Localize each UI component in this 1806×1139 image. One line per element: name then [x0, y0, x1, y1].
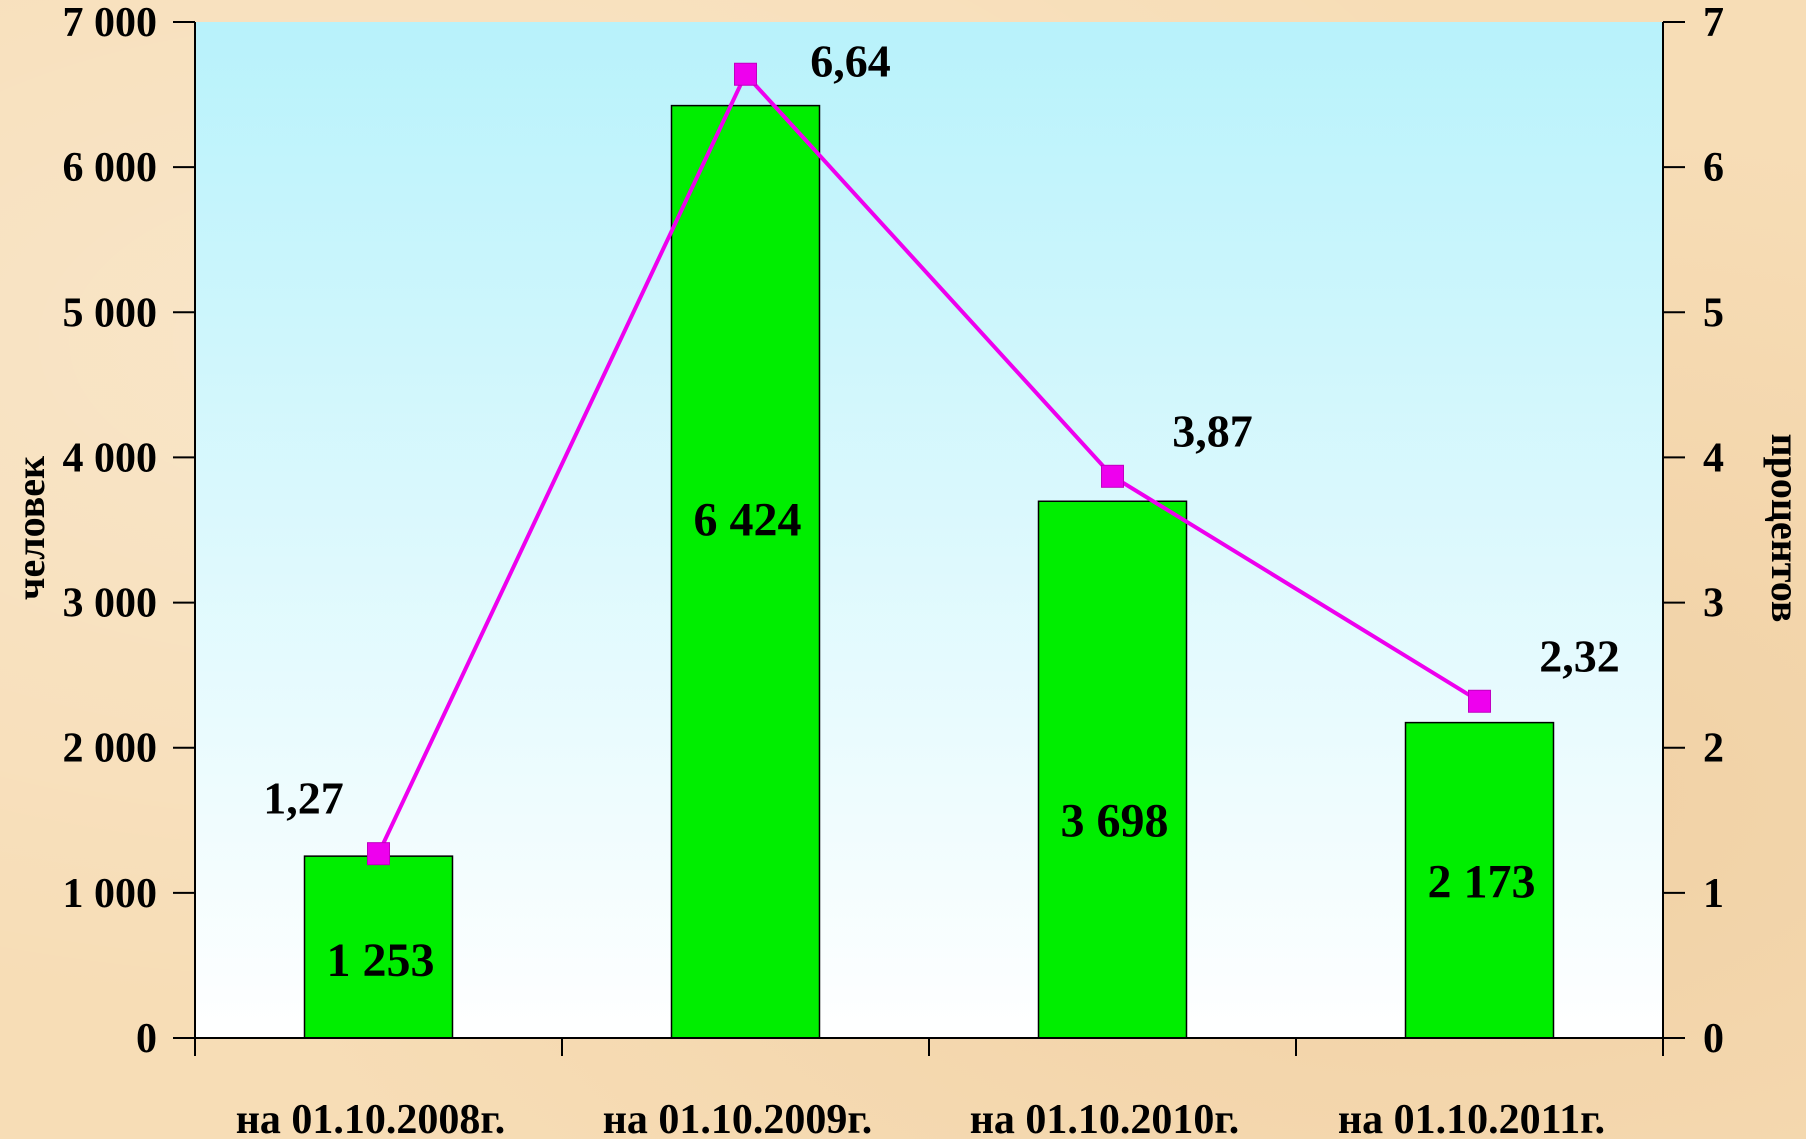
x-tick-label-2: на 01.10.2009г. — [603, 1097, 873, 1139]
bar-value-label-2: 6 424 — [694, 494, 802, 547]
x-tick-label-4: на 01.10.2011г. — [1338, 1097, 1605, 1139]
y-axis-title: человек — [8, 456, 53, 600]
labels: 1 253 6 424 3 698 2 173 1,27 6,64 3,87 2,32 — [263, 35, 1620, 987]
y2-tick-label: 6 — [1703, 145, 1724, 191]
y-tick-label: 5 000 — [63, 290, 158, 336]
line-point-4 — [1468, 689, 1491, 713]
bar-4 — [1404, 721, 1555, 1039]
line-point-3 — [1101, 464, 1124, 488]
y-tick-label: 6 000 — [63, 145, 158, 191]
x-tick-label-3: на 01.10.2010г. — [970, 1097, 1240, 1139]
y2-tick-label: 1 — [1703, 871, 1724, 917]
bar-series — [303, 104, 1555, 1039]
bar-3 — [1037, 500, 1188, 1039]
line-value-label-1: 1,27 — [263, 773, 344, 824]
y-tick-label: 7 000 — [63, 0, 158, 46]
line-value-label-4: 2,32 — [1539, 630, 1620, 681]
y2-tick-label: 5 — [1703, 290, 1724, 336]
x-tick-label-1: на 01.10.2008г. — [236, 1097, 506, 1139]
axes: 0 1 000 2 000 3 000 4 000 5 000 6 000 7 000 0 1 2 3… — [63, 0, 1725, 1139]
y-tick-label: 1 000 — [63, 871, 158, 917]
y-tick-label: 2 000 — [63, 726, 158, 772]
y2-tick-label: 7 — [1703, 0, 1724, 46]
line-path — [376, 70, 1481, 855]
y2-tick-label: 2 — [1703, 726, 1724, 772]
bar-value-label-3: 3 698 — [1061, 794, 1169, 847]
y-tick-label: 0 — [136, 1016, 157, 1062]
line-value-label-2: 6,64 — [810, 35, 891, 86]
y2-axis-title: процентов — [1763, 434, 1806, 623]
bar-2 — [670, 104, 821, 1039]
line-point-2 — [734, 62, 757, 86]
bar-value-label-4: 2 173 — [1428, 856, 1536, 909]
line-value-label-3: 3,87 — [1172, 405, 1253, 456]
y2-tick-label: 3 — [1703, 581, 1724, 627]
y2-tick-label: 4 — [1703, 435, 1724, 481]
line-point-1 — [367, 842, 390, 866]
bar-1 — [303, 855, 454, 1039]
line-series — [367, 62, 1491, 866]
bar-value-label-1: 1 253 — [327, 934, 435, 987]
y-tick-label: 3 000 — [63, 581, 158, 627]
y-tick-label: 4 000 — [63, 435, 158, 481]
y2-tick-label: 0 — [1703, 1016, 1724, 1062]
